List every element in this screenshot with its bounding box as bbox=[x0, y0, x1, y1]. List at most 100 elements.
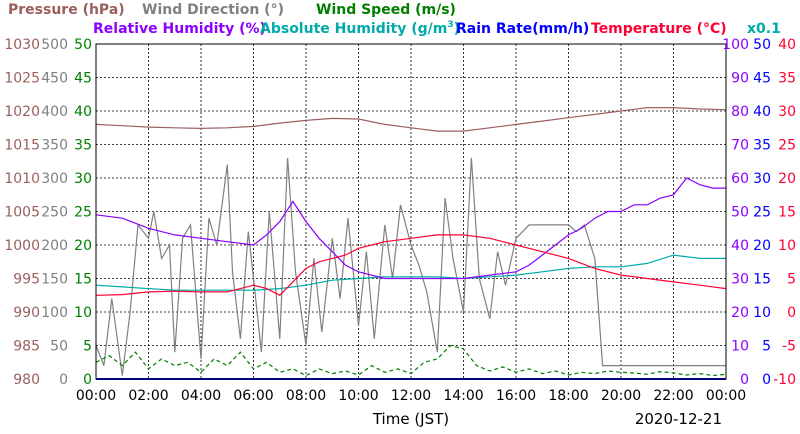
x-tick-label: 14:00 bbox=[443, 388, 483, 404]
x-tick-label: 00:00 bbox=[706, 388, 746, 404]
series-temperature-c bbox=[95, 234, 727, 297]
y-tick-wind-speed: 30 bbox=[74, 171, 92, 187]
y-tick-relative-humidity: 0 bbox=[740, 372, 749, 388]
y-tick-pressure: 1010 bbox=[4, 171, 40, 187]
y-tick-wind-direction: 300 bbox=[41, 171, 68, 187]
y-tick-rain-rate: 30 bbox=[753, 171, 771, 187]
x-tick-label: 08:00 bbox=[286, 388, 326, 404]
y-tick-wind-direction: 450 bbox=[41, 71, 68, 87]
y-tick-rain-rate: 15 bbox=[753, 272, 771, 288]
y-tick-relative-humidity: 70 bbox=[731, 138, 749, 154]
y-tick-pressure: 1005 bbox=[4, 205, 40, 221]
y-tick-pressure: 980 bbox=[13, 372, 40, 388]
y-tick-pressure: 1030 bbox=[4, 37, 40, 53]
right-axes: 1009080706050403020100504540353025201510… bbox=[722, 37, 796, 388]
y-tick-relative-humidity: 90 bbox=[731, 71, 749, 87]
legend-rain-scale: x0.1 bbox=[747, 21, 781, 37]
y-tick-rain-rate: 25 bbox=[753, 205, 771, 221]
x-tick-label: 16:00 bbox=[496, 388, 536, 404]
y-tick-wind-direction: 50 bbox=[50, 339, 68, 355]
x-tick-label: 10:00 bbox=[338, 388, 378, 404]
y-tick-wind-speed: 5 bbox=[83, 339, 92, 355]
y-tick-wind-speed: 10 bbox=[74, 305, 92, 321]
y-tick-wind-speed: 25 bbox=[74, 205, 92, 221]
y-tick-relative-humidity: 20 bbox=[731, 305, 749, 321]
y-tick-wind-speed: 20 bbox=[74, 238, 92, 254]
y-tick-wind-direction: 500 bbox=[41, 37, 68, 53]
x-tick-label: 04:00 bbox=[181, 388, 221, 404]
y-tick-rain-rate: 0 bbox=[762, 372, 771, 388]
chart-date: 2020-12-21 bbox=[635, 410, 722, 428]
y-tick-temperature: -5 bbox=[782, 339, 796, 355]
y-tick-temperature: 25 bbox=[778, 138, 796, 154]
x-tick-label: 18:00 bbox=[548, 388, 588, 404]
y-tick-pressure: 1015 bbox=[4, 138, 40, 154]
y-tick-relative-humidity: 60 bbox=[731, 171, 749, 187]
y-tick-temperature: 40 bbox=[778, 37, 796, 53]
y-tick-wind-speed: 50 bbox=[74, 37, 92, 53]
y-tick-relative-humidity: 100 bbox=[722, 37, 749, 53]
y-tick-wind-direction: 250 bbox=[41, 205, 68, 221]
y-tick-rain-rate: 20 bbox=[753, 238, 771, 254]
series-relative-humidity bbox=[95, 177, 726, 280]
y-tick-wind-direction: 100 bbox=[41, 305, 68, 321]
y-tick-wind-speed: 45 bbox=[74, 71, 92, 87]
series-absolute-humidity-g-m bbox=[95, 254, 726, 291]
plot-border bbox=[95, 43, 727, 380]
legend-wind-speed: Wind Speed (m/s) bbox=[316, 2, 456, 18]
y-tick-temperature: 35 bbox=[778, 71, 796, 87]
series-wind-speed-m-s bbox=[95, 344, 727, 377]
x-tick-label: 20:00 bbox=[601, 388, 641, 404]
y-tick-wind-speed: 0 bbox=[83, 372, 92, 388]
y-tick-relative-humidity: 50 bbox=[731, 205, 749, 221]
y-tick-rain-rate: 45 bbox=[753, 71, 771, 87]
y-tick-pressure: 985 bbox=[13, 339, 40, 355]
y-tick-wind-speed: 15 bbox=[74, 272, 92, 288]
x-axis: 00:00 02:00 04:00 06:00 08:00 10:00 12:00 14:00… bbox=[76, 388, 746, 404]
legend-pressure: Pressure (hPa) bbox=[8, 2, 125, 18]
y-tick-rain-rate: 40 bbox=[753, 104, 771, 120]
y-tick-pressure: 1000 bbox=[4, 238, 40, 254]
y-tick-pressure: 1025 bbox=[4, 71, 40, 87]
y-tick-relative-humidity: 30 bbox=[731, 272, 749, 288]
y-tick-temperature: -10 bbox=[773, 372, 796, 388]
y-tick-rain-rate: 5 bbox=[762, 339, 771, 355]
y-tick-relative-humidity: 80 bbox=[731, 104, 749, 120]
y-tick-pressure: 990 bbox=[13, 305, 40, 321]
y-tick-rain-rate: 50 bbox=[753, 37, 771, 53]
x-axis-title: Time (JST) bbox=[372, 410, 449, 428]
y-tick-relative-humidity: 10 bbox=[731, 339, 749, 355]
y-tick-relative-humidity: 40 bbox=[731, 238, 749, 254]
y-tick-wind-speed: 35 bbox=[74, 138, 92, 154]
legend-wind-direction: Wind Direction (°) bbox=[142, 2, 284, 18]
legend-temperature: Temperature (°C) bbox=[591, 21, 727, 37]
x-tick-label: 22:00 bbox=[653, 388, 693, 404]
series-wind-direction bbox=[95, 157, 726, 376]
y-tick-pressure: 1020 bbox=[4, 104, 40, 120]
y-tick-temperature: 15 bbox=[778, 205, 796, 221]
x-tick-label: 06:00 bbox=[233, 388, 273, 404]
y-tick-temperature: 5 bbox=[787, 272, 796, 288]
x-tick-label: 12:00 bbox=[391, 388, 431, 404]
x-tick-label: 02:00 bbox=[128, 388, 168, 404]
y-tick-wind-direction: 350 bbox=[41, 138, 68, 154]
series-pressure-hpa bbox=[95, 106, 727, 132]
y-tick-wind-speed: 40 bbox=[74, 104, 92, 120]
y-tick-rain-rate: 35 bbox=[753, 138, 771, 154]
y-tick-wind-direction: 400 bbox=[41, 104, 68, 120]
y-tick-wind-direction: 150 bbox=[41, 272, 68, 288]
legend-absolute-humidity: Absolute Humidity (g/m3) bbox=[260, 20, 460, 37]
y-tick-rain-rate: 10 bbox=[753, 305, 771, 321]
y-tick-temperature: 20 bbox=[778, 171, 796, 187]
x-tick-label: 00:00 bbox=[76, 388, 116, 404]
legend-rain-rate: Rain Rate(mm/h) bbox=[456, 21, 589, 37]
y-tick-wind-direction: 200 bbox=[41, 238, 68, 254]
legend-relative-humidity: Relative Humidity (%) bbox=[93, 21, 266, 37]
y-tick-pressure: 995 bbox=[13, 272, 40, 288]
y-tick-wind-direction: 0 bbox=[59, 372, 68, 388]
left-axes: 1030102510201015101010051000995990985980… bbox=[4, 37, 92, 388]
y-tick-temperature: 30 bbox=[778, 104, 796, 120]
y-tick-temperature: 0 bbox=[787, 305, 796, 321]
y-tick-temperature: 10 bbox=[778, 238, 796, 254]
